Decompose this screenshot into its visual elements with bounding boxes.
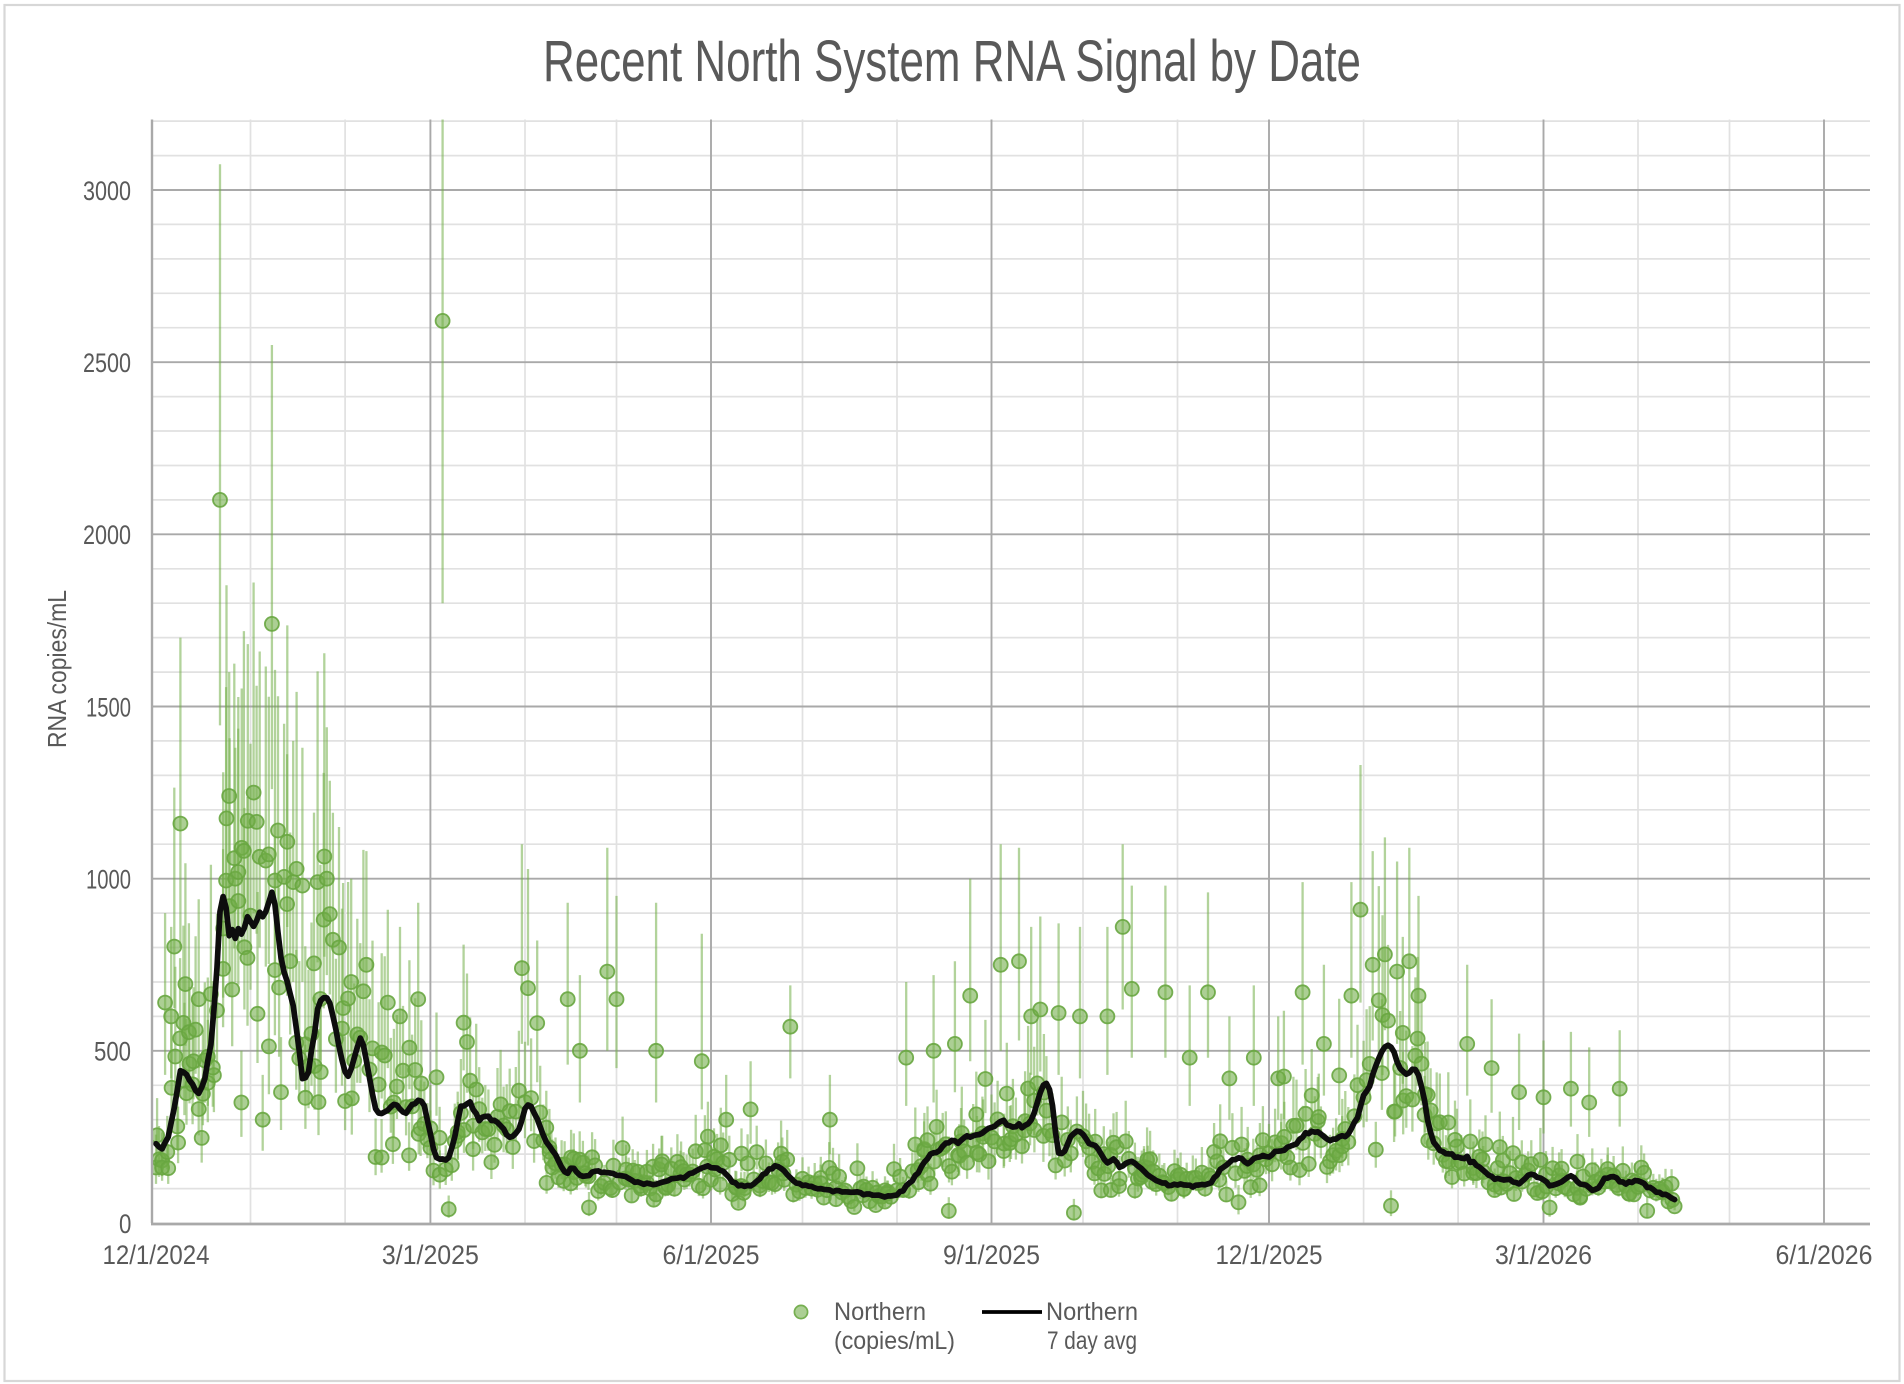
- svg-text:2000: 2000: [83, 520, 131, 550]
- svg-text:12/1/2024: 12/1/2024: [103, 1240, 210, 1270]
- svg-text:Northern: Northern: [834, 1298, 926, 1326]
- svg-text:2500: 2500: [83, 348, 131, 378]
- svg-text:RNA copies/mL: RNA copies/mL: [42, 590, 72, 748]
- svg-text:1500: 1500: [86, 692, 131, 722]
- svg-text:Northern: Northern: [1046, 1298, 1138, 1326]
- svg-text:500: 500: [94, 1037, 131, 1067]
- svg-text:3/1/2026: 3/1/2026: [1495, 1240, 1592, 1270]
- svg-text:1000: 1000: [86, 865, 131, 895]
- svg-text:Recent North System RNA Signal: Recent North System RNA Signal by Date: [543, 29, 1361, 94]
- svg-text:6/1/2025: 6/1/2025: [663, 1240, 760, 1270]
- svg-text:(copies/mL): (copies/mL): [834, 1327, 955, 1355]
- svg-text:0: 0: [119, 1209, 131, 1239]
- svg-text:12/1/2025: 12/1/2025: [1216, 1240, 1323, 1270]
- svg-text:6/1/2026: 6/1/2026: [1776, 1240, 1873, 1270]
- svg-text:9/1/2025: 9/1/2025: [943, 1240, 1040, 1270]
- svg-text:3000: 3000: [83, 176, 131, 206]
- svg-text:3/1/2025: 3/1/2025: [382, 1240, 479, 1270]
- svg-text:7 day avg: 7 day avg: [1047, 1327, 1137, 1355]
